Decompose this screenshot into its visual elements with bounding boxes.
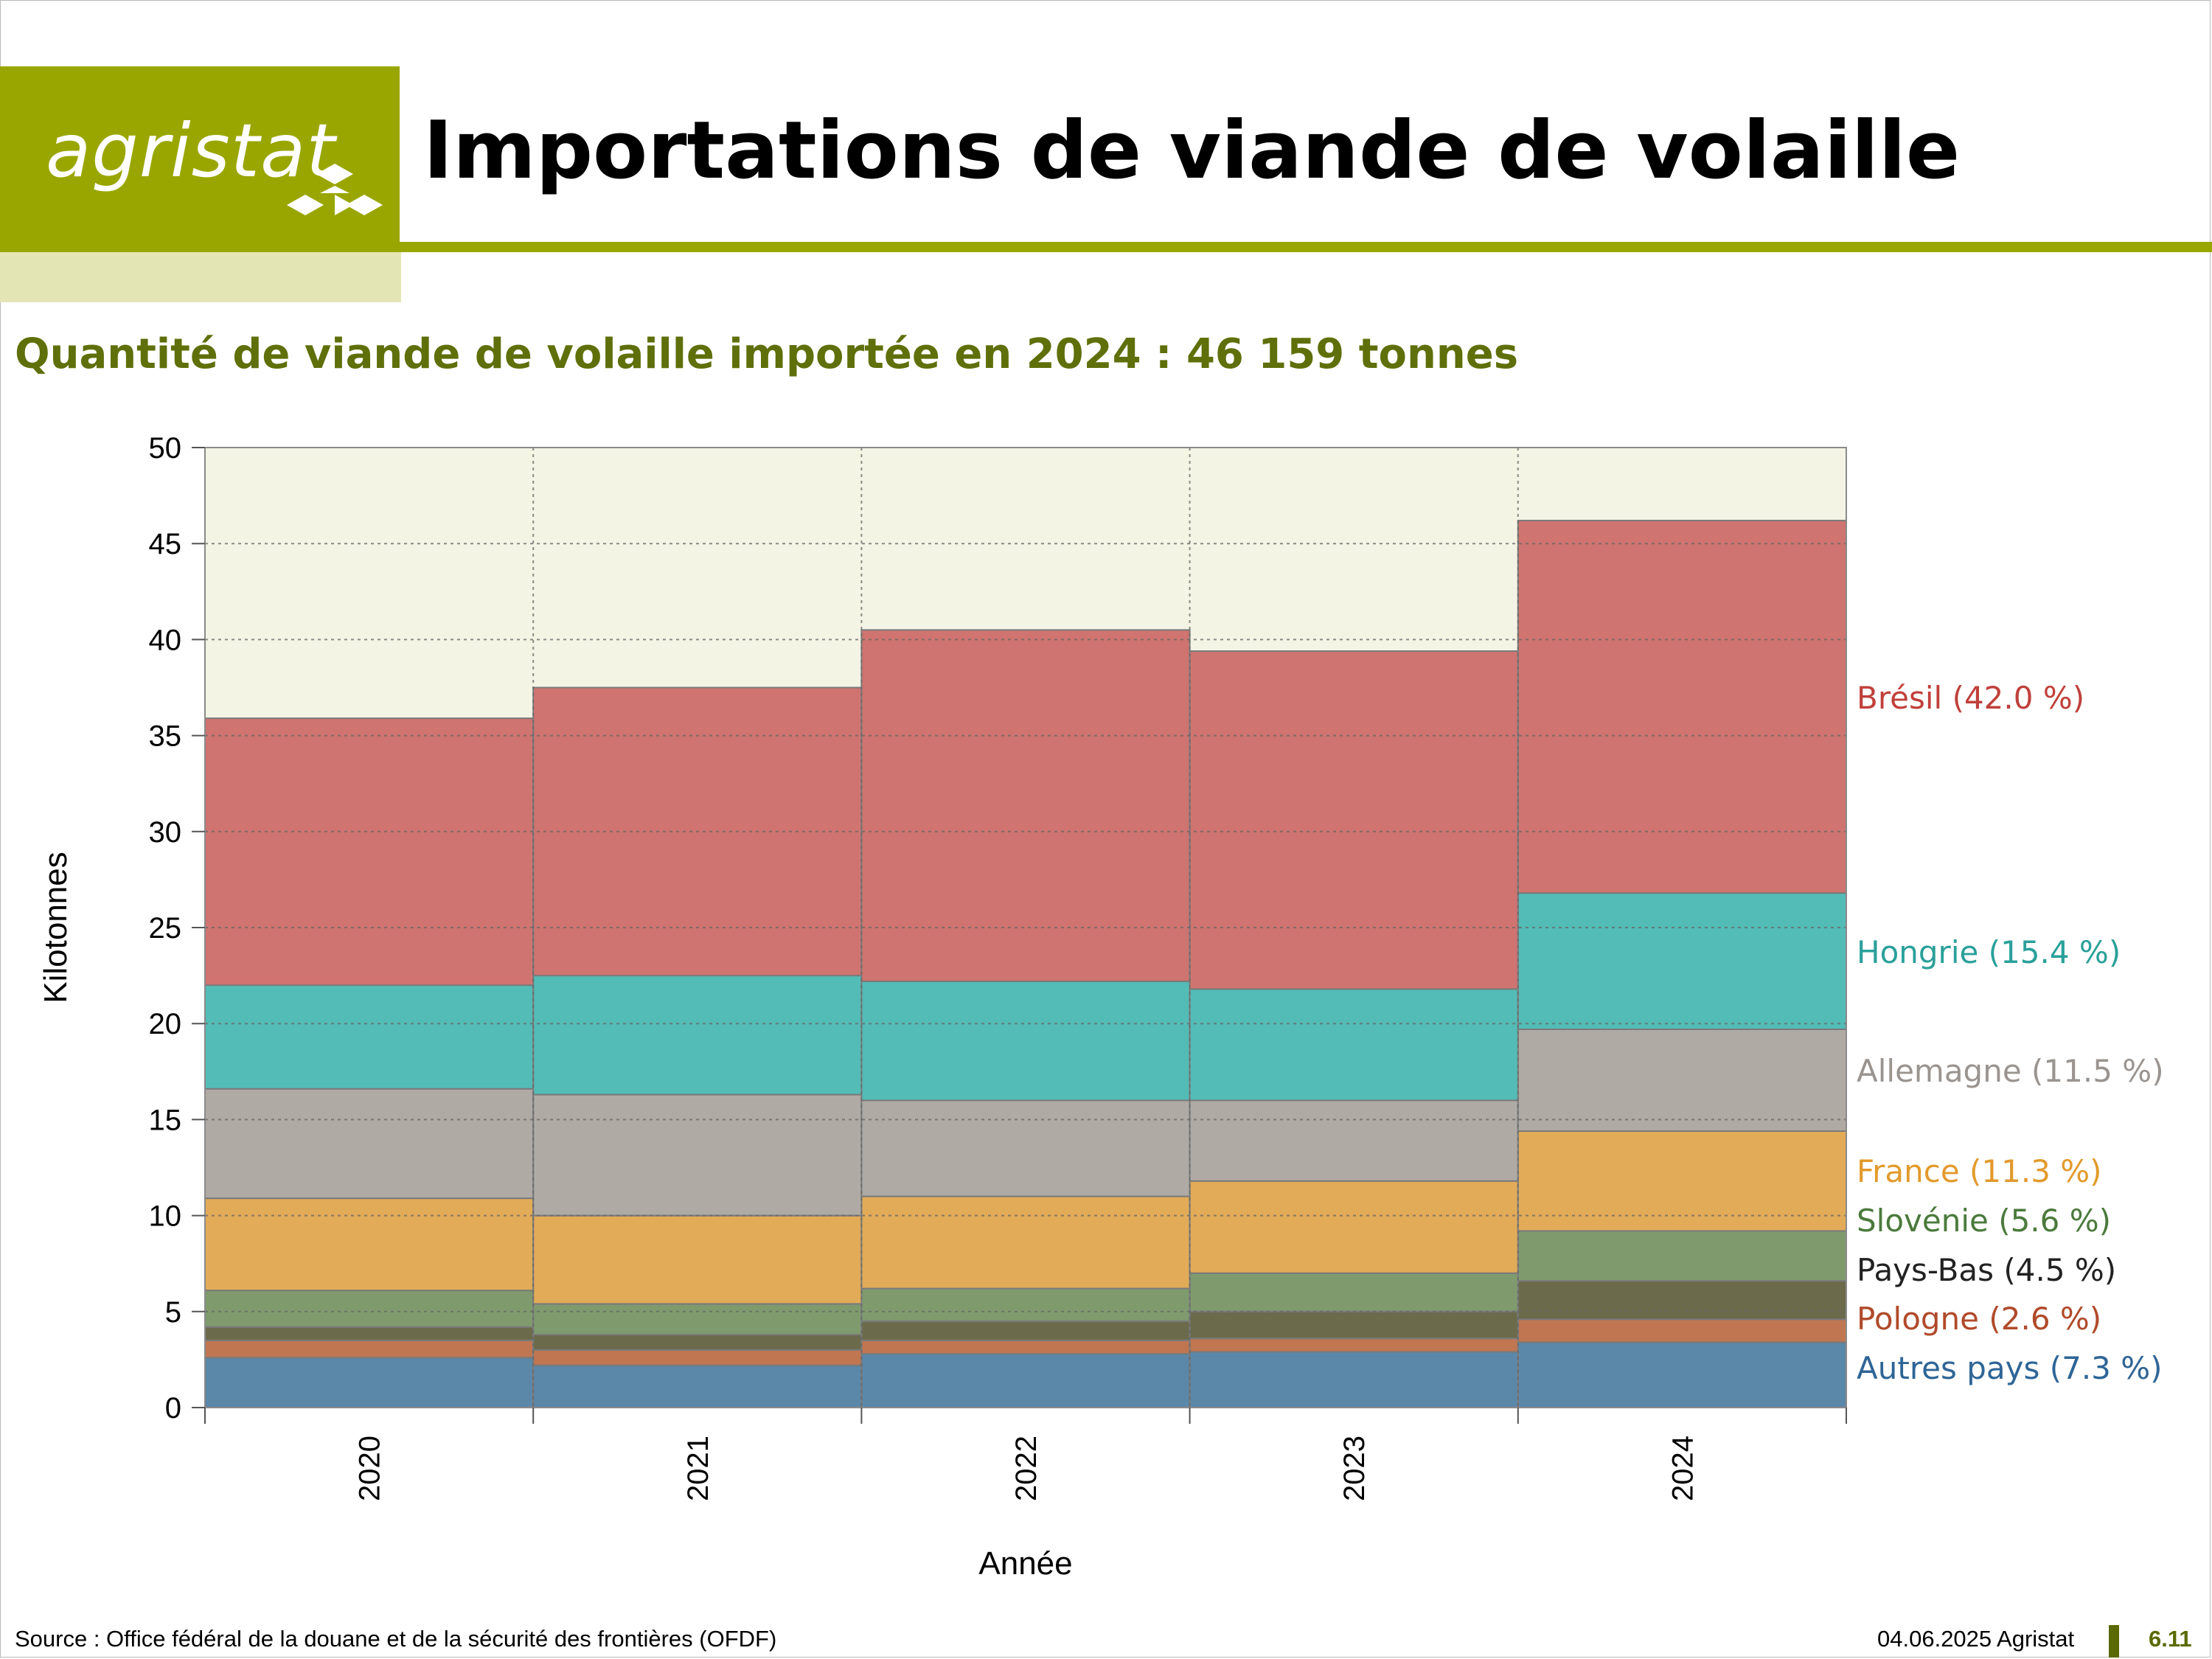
bar-segment (860, 1320, 1191, 1341)
bar-segment (860, 1195, 1191, 1290)
bar-segment (204, 984, 535, 1090)
y-tick-label: 45 (149, 528, 182, 560)
series-label: Allemagne (11.5 %) (1857, 1053, 2164, 1089)
bar-segment (860, 980, 1191, 1102)
bar-segment (860, 629, 1191, 982)
bar-segment (204, 1290, 535, 1328)
y-tick-label: 35 (149, 720, 182, 753)
y-axis-label: Kilotonnes (38, 852, 74, 1003)
x-tick-label: 2024 (1666, 1436, 1699, 1501)
bar-segment (1189, 1310, 1519, 1340)
bar-segment (860, 1339, 1191, 1355)
bar-segment (532, 1364, 863, 1409)
page-title: Importations de viande de volaille (423, 105, 1961, 197)
bar-segment (1517, 1029, 1848, 1133)
bar-segment (860, 1353, 1191, 1409)
bar-segment (860, 1287, 1191, 1322)
series-label: Brésil (42.0 %) (1857, 680, 2084, 716)
y-tick-label: 10 (149, 1200, 182, 1233)
series-label: Autres pays (7.3 %) (1857, 1350, 2163, 1386)
x-tick-label: 2022 (1010, 1436, 1043, 1501)
bar-segment (1517, 1318, 1848, 1343)
bar-segment (532, 975, 863, 1096)
chart-subtitle: Quantité de viande de volaille importée … (15, 330, 1519, 378)
title-underline (400, 242, 2212, 252)
agristat-logo-icon (287, 164, 383, 215)
bar-segment (1189, 988, 1519, 1102)
x-tick-label: 2023 (1338, 1436, 1371, 1501)
bar-segment (204, 1326, 535, 1341)
stacked-bar-chart: 0 5 10 15 20 25 30 35 40 45 50 2020 2021 2022 2023 2024… (38, 432, 2164, 1582)
logo-text: agristat (46, 108, 336, 194)
y-tick-label: 30 (149, 816, 182, 849)
x-tick-label: 2020 (354, 1436, 386, 1501)
series-label: France (11.3 %) (1857, 1153, 2102, 1189)
series-label: Slovénie (5.6 %) (1857, 1203, 2111, 1239)
bar-segment (532, 1093, 863, 1217)
bar-segment (204, 717, 535, 987)
bar-segment (532, 1334, 863, 1351)
bar-segment (1517, 1280, 1848, 1321)
y-tick-label: 50 (149, 432, 182, 465)
bar-segment (204, 1088, 535, 1200)
bar-segment (532, 1303, 863, 1336)
bar-segment (1517, 892, 1848, 1031)
bar-segment (204, 1197, 535, 1292)
logo-band (0, 252, 401, 302)
series-label: Pays-Bas (4.5 %) (1857, 1252, 2116, 1288)
y-tick-label: 0 (165, 1392, 181, 1425)
bar-segment (532, 1349, 863, 1366)
logo-box (0, 66, 400, 252)
source-note: Source : Office fédéral de la douane et … (15, 1626, 777, 1652)
bar-segment (204, 1339, 535, 1359)
bar-segment (860, 1099, 1191, 1197)
bar-segment (1189, 1338, 1519, 1353)
series-label: Hongrie (15.4 %) (1857, 934, 2121, 970)
bar-segment (1189, 1351, 1519, 1409)
bar-segment (1189, 1272, 1519, 1312)
y-tick-label: 40 (149, 624, 182, 656)
y-tick-label: 15 (149, 1104, 182, 1136)
footer-divider (2109, 1625, 2119, 1658)
series-label: Pologne (2.6 %) (1857, 1301, 2101, 1337)
bar-segment (1517, 1230, 1848, 1282)
y-tick-label: 5 (165, 1296, 181, 1329)
y-tick-label: 20 (149, 1008, 182, 1040)
bar-segment (1189, 1180, 1519, 1274)
bar-segment (1189, 1099, 1519, 1182)
page-number: 6.11 (2149, 1626, 2192, 1652)
bar-segment (204, 1357, 535, 1409)
bar-segment (1517, 519, 1848, 894)
x-tick-label: 2021 (682, 1436, 714, 1501)
y-tick-label: 25 (149, 912, 182, 945)
x-axis-label: Année (978, 1545, 1072, 1582)
bar-segment (532, 1214, 863, 1305)
footer-date: 04.06.2025 Agristat (1877, 1626, 2075, 1652)
bar-segment (1517, 1130, 1848, 1232)
bar-segment (1189, 650, 1519, 990)
bar-segment (1517, 1341, 1848, 1408)
